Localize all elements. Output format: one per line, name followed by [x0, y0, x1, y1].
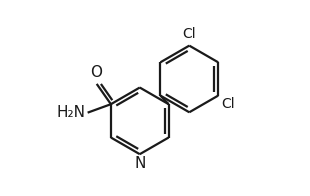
Text: N: N: [134, 156, 145, 172]
Text: H₂N: H₂N: [56, 105, 85, 120]
Text: Cl: Cl: [222, 97, 235, 111]
Text: Cl: Cl: [183, 27, 196, 41]
Text: O: O: [90, 65, 102, 81]
